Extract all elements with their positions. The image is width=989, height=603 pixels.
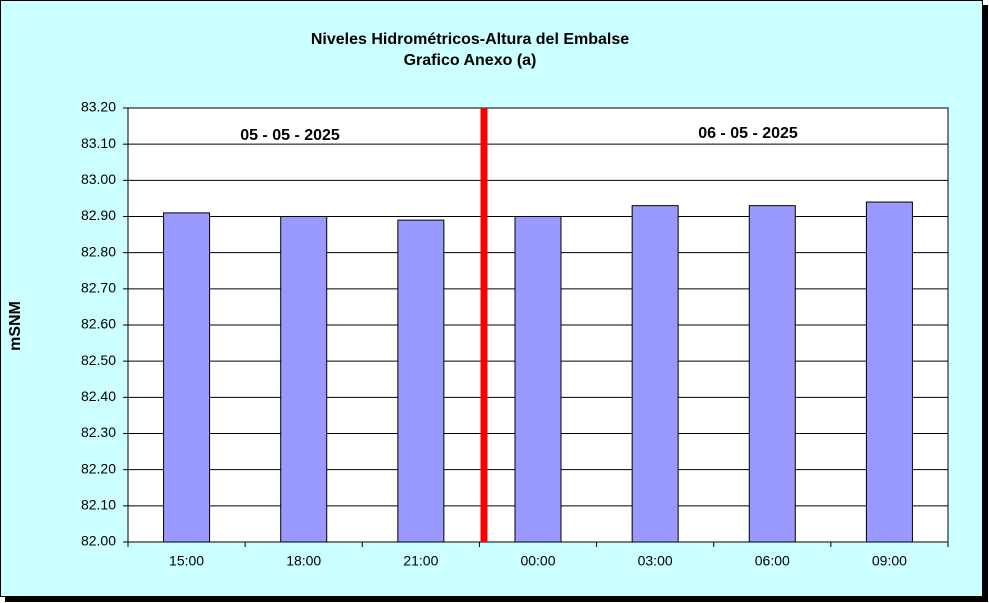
bar xyxy=(865,201,913,543)
y-tick-label: 82.00 xyxy=(81,533,116,549)
x-tick-label: 06:00 xyxy=(755,553,790,569)
y-tick-label: 82.40 xyxy=(81,388,116,404)
bar xyxy=(631,205,679,543)
x-tick-label: 03:00 xyxy=(638,553,673,569)
bar xyxy=(397,219,445,543)
y-tick-label: 83.00 xyxy=(81,171,116,187)
x-tick-label: 09:00 xyxy=(872,553,907,569)
bar xyxy=(163,212,211,543)
y-tick-label: 82.50 xyxy=(81,352,116,368)
plot-border xyxy=(127,107,949,543)
y-tick-label: 83.20 xyxy=(81,99,116,115)
bar xyxy=(514,216,562,543)
y-tick-label: 82.10 xyxy=(81,497,116,513)
x-tick-label: 18:00 xyxy=(286,553,321,569)
bar xyxy=(748,205,796,543)
x-tick-label: 15:00 xyxy=(169,553,204,569)
annotation: 06 - 05 - 2025 xyxy=(698,125,798,142)
y-tick-label: 82.20 xyxy=(81,460,116,476)
bar xyxy=(280,216,328,543)
y-tick-label: 82.70 xyxy=(81,280,116,296)
y-tick-label: 82.90 xyxy=(81,207,116,223)
annotation: 05 - 05 - 2025 xyxy=(240,127,340,144)
x-tick-label: 21:00 xyxy=(403,553,438,569)
y-axis-label: mSNM xyxy=(7,301,24,351)
y-tick-label: 82.80 xyxy=(81,243,116,259)
y-tick-label: 83.10 xyxy=(81,135,116,151)
y-tick-label: 82.60 xyxy=(81,316,116,332)
chart-subtitle: Grafico Anexo (a) xyxy=(404,52,537,69)
chart-title: Niveles Hidrométricos-Altura del Embalse xyxy=(311,31,629,48)
y-tick-label: 82.30 xyxy=(81,424,116,440)
x-tick-label: 00:00 xyxy=(520,553,555,569)
